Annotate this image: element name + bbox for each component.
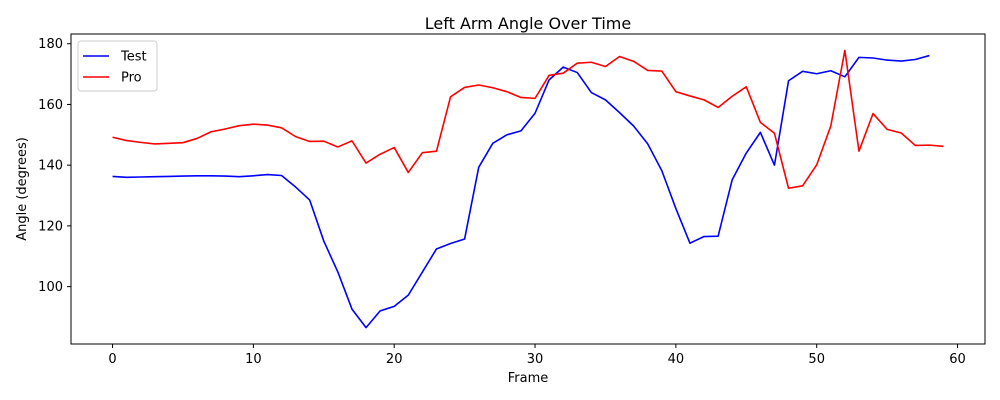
x-tick-label: 40 [668, 352, 685, 367]
y-axis-ticks: 100 120 140 160 180 [38, 37, 71, 295]
series-line-pro [112, 49, 944, 190]
legend-label-pro: Pro [121, 71, 142, 86]
x-tick-label: 20 [386, 352, 403, 367]
y-tick-label: 100 [38, 280, 63, 295]
x-tick-label: 50 [808, 352, 825, 367]
y-tick-label: 120 [38, 219, 63, 234]
y-tick-label: 140 [38, 159, 63, 174]
x-tick-label: 0 [108, 352, 116, 367]
legend-box [77, 40, 158, 92]
x-tick-label: 10 [245, 352, 262, 367]
chart-title: Left Arm Angle Over Time [425, 14, 631, 33]
plot-area [70, 33, 986, 345]
legend: Test Pro [77, 40, 158, 92]
series-lines [112, 49, 944, 329]
y-axis-label: Angle (degrees) [15, 137, 30, 241]
x-axis-ticks: 0 10 20 30 40 50 60 [108, 344, 966, 367]
x-tick-label: 60 [949, 352, 966, 367]
y-tick-label: 180 [38, 37, 63, 52]
x-tick-label: 30 [527, 352, 544, 367]
y-tick-label: 160 [38, 98, 63, 113]
series-line-test [112, 54, 930, 329]
x-axis-label: Frame [508, 371, 549, 386]
legend-label-test: Test [120, 50, 147, 65]
